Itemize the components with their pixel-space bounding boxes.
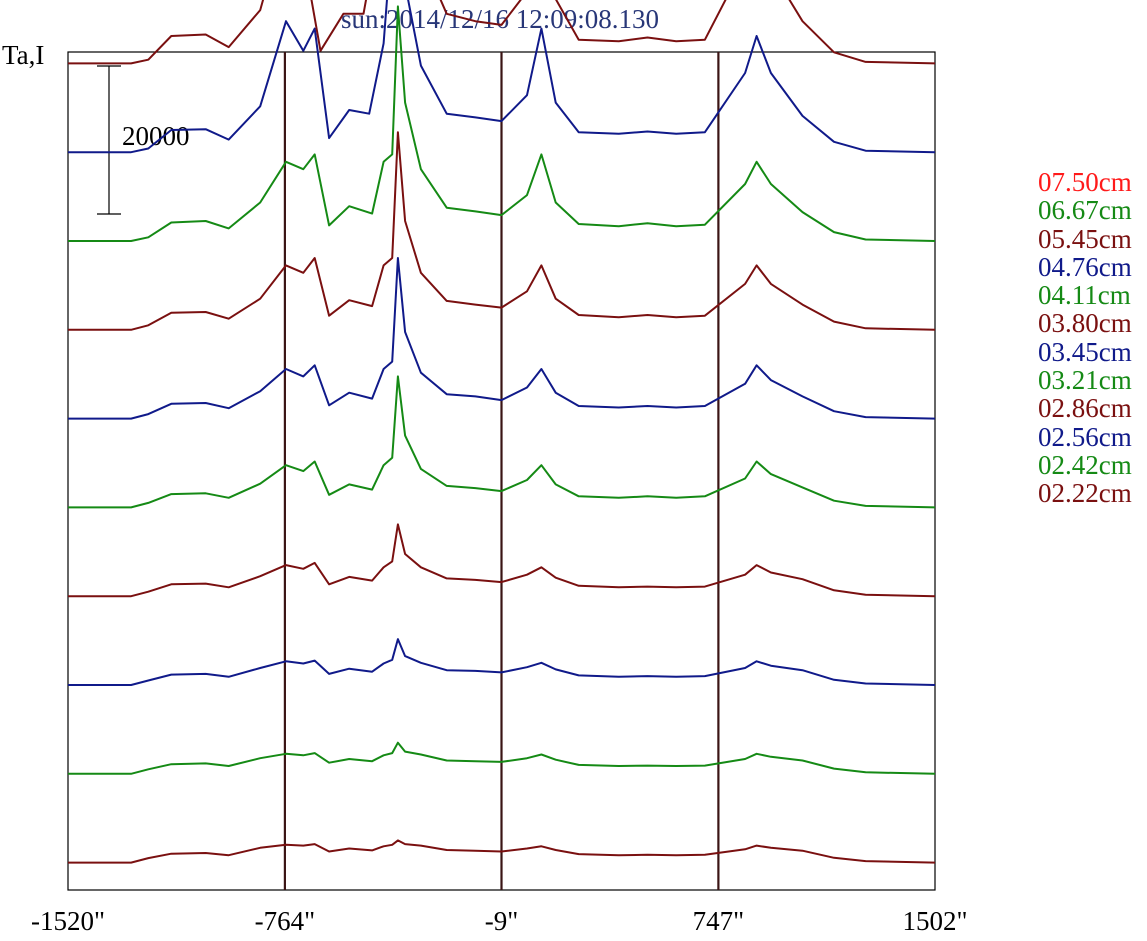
x-tick-label: -1520": [30, 906, 105, 936]
scale-bar-label: 20000: [122, 121, 190, 151]
legend-item-04.11cm: 04.11cm: [1038, 280, 1131, 311]
x-tick-label: -9": [484, 906, 519, 936]
legend-item-03.45cm: 03.45cm: [1038, 336, 1132, 367]
y-axis-label: Ta,I: [2, 40, 45, 70]
series-line-04.11cm: [68, 5, 936, 242]
series-line-03.80cm: [68, 131, 936, 331]
x-tick-label: -764": [254, 906, 316, 936]
legend-item-07.50cm: 07.50cm: [1038, 167, 1132, 197]
series-line-03.21cm: [68, 375, 936, 509]
legend-item-02.42cm: 02.42cm: [1038, 449, 1132, 480]
series-line-02.22cm: [68, 839, 936, 864]
chart-title: sun:2014/12/16 12:09:08.130: [340, 4, 659, 34]
legend-item-02.22cm: 02.22cm: [1038, 478, 1132, 509]
legend-item-05.45cm: 05.45cm: [1038, 223, 1132, 254]
legend-item-06.67cm: 06.67cm: [1038, 195, 1132, 226]
legend-item-03.80cm: 03.80cm: [1038, 308, 1132, 339]
series-line-02.56cm: [68, 638, 936, 686]
series-line-05.45cm: [68, 0, 936, 65]
legend-item-04.76cm: 04.76cm: [1038, 251, 1132, 282]
series-line-04.76cm: [68, 0, 936, 154]
x-tick-label: 1502": [902, 906, 968, 936]
legend-item-02.56cm: 02.56cm: [1038, 421, 1132, 452]
legend: 07.50cm 06.67cm 05.45cm 04.76cm 04.11cm 03.80…: [1038, 168, 1132, 508]
x-tick-label: 747": [692, 906, 745, 936]
legend-item-02.86cm: 02.86cm: [1038, 393, 1132, 424]
series-line-02.86cm: [68, 523, 936, 598]
series-line-03.45cm: [68, 257, 936, 420]
series-line-02.42cm: [68, 741, 936, 775]
legend-item-03.21cm: 03.21cm: [1038, 365, 1132, 396]
